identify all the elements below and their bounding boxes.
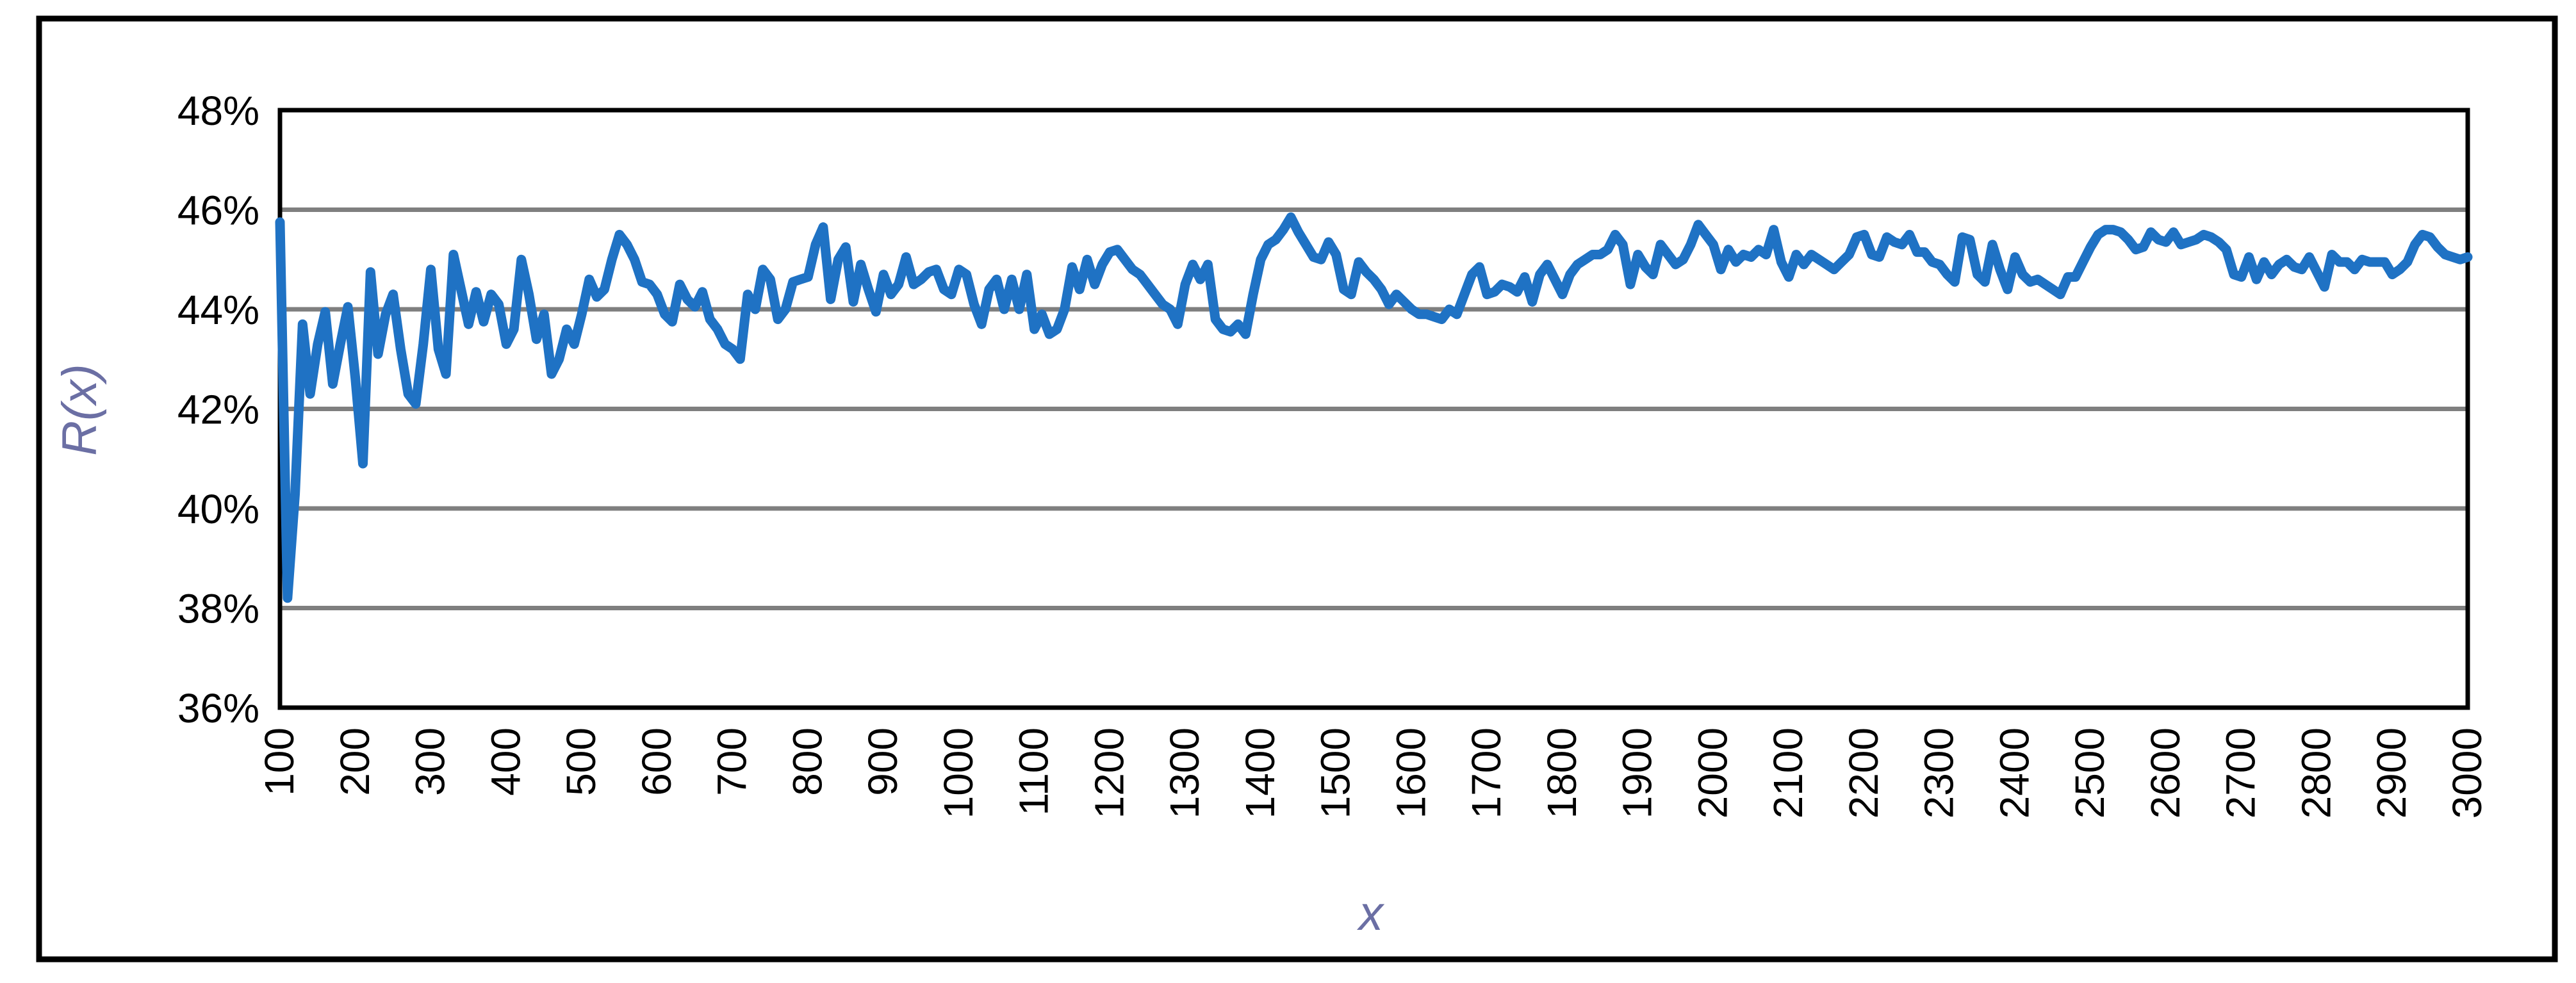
x-tick-label: 1600: [1388, 727, 1434, 818]
x-tick-label: 1900: [1614, 727, 1661, 818]
x-tick-label: 500: [558, 727, 604, 796]
x-tick-label: 2400: [1991, 727, 2037, 818]
x-tick-label: 2300: [1916, 727, 1962, 818]
y-tick-label: 40%: [177, 486, 259, 532]
x-tick-label: 100: [256, 727, 302, 796]
y-tick-label: 48%: [177, 88, 259, 134]
x-tick-label: 1000: [935, 727, 981, 818]
x-tick-label: 2700: [2218, 727, 2264, 818]
x-tick-label: 1500: [1313, 727, 1359, 818]
gridlines: [280, 207, 2468, 610]
x-tick-label: 700: [709, 727, 755, 796]
x-tick-label: 900: [860, 727, 906, 796]
y-tick-label: 38%: [177, 586, 259, 632]
x-tick-label: 2900: [2368, 727, 2415, 818]
x-tick-label: 200: [332, 727, 378, 796]
x-tick-label: 2000: [1689, 727, 1735, 818]
x-tick-label: 1400: [1237, 727, 1283, 818]
y-tick-label: 36%: [177, 685, 259, 731]
x-tick-label: 1100: [1011, 727, 1057, 816]
x-tick-label: 2800: [2293, 727, 2339, 818]
data-series-line: [275, 212, 2473, 603]
x-tick-label: 2100: [1765, 727, 1811, 818]
x-tick-label: 2200: [1841, 727, 1887, 818]
x-tick-label: 400: [482, 727, 529, 796]
x-tick-label: 1300: [1161, 727, 1208, 818]
x-tick-label: 3000: [2444, 727, 2490, 818]
y-axis-tick-labels: 36% 38% 40% 42% 44% 46% 48%: [177, 88, 259, 731]
y-tick-label: 44%: [177, 287, 259, 333]
x-tick-label: 2500: [2067, 727, 2113, 818]
x-tick-label: 600: [634, 727, 680, 796]
x-tick-label: 1200: [1086, 727, 1132, 818]
y-tick-label: 46%: [177, 188, 259, 234]
y-tick-label: 42%: [177, 387, 259, 433]
x-tick-label: 800: [784, 727, 830, 796]
x-tick-label: 1800: [1539, 727, 1585, 818]
outer-frame: [36, 15, 2558, 963]
x-axis-title: x: [1356, 886, 1385, 941]
x-tick-label: 300: [407, 727, 454, 796]
x-tick-label: 2600: [2142, 727, 2188, 818]
y-axis-title: R(x): [53, 364, 107, 456]
x-axis-tick-labels: 100 200 300 400 500 600 700 800 900 1000 1100 1200 1…: [256, 727, 2490, 818]
x-tick-label: 1700: [1463, 727, 1509, 818]
